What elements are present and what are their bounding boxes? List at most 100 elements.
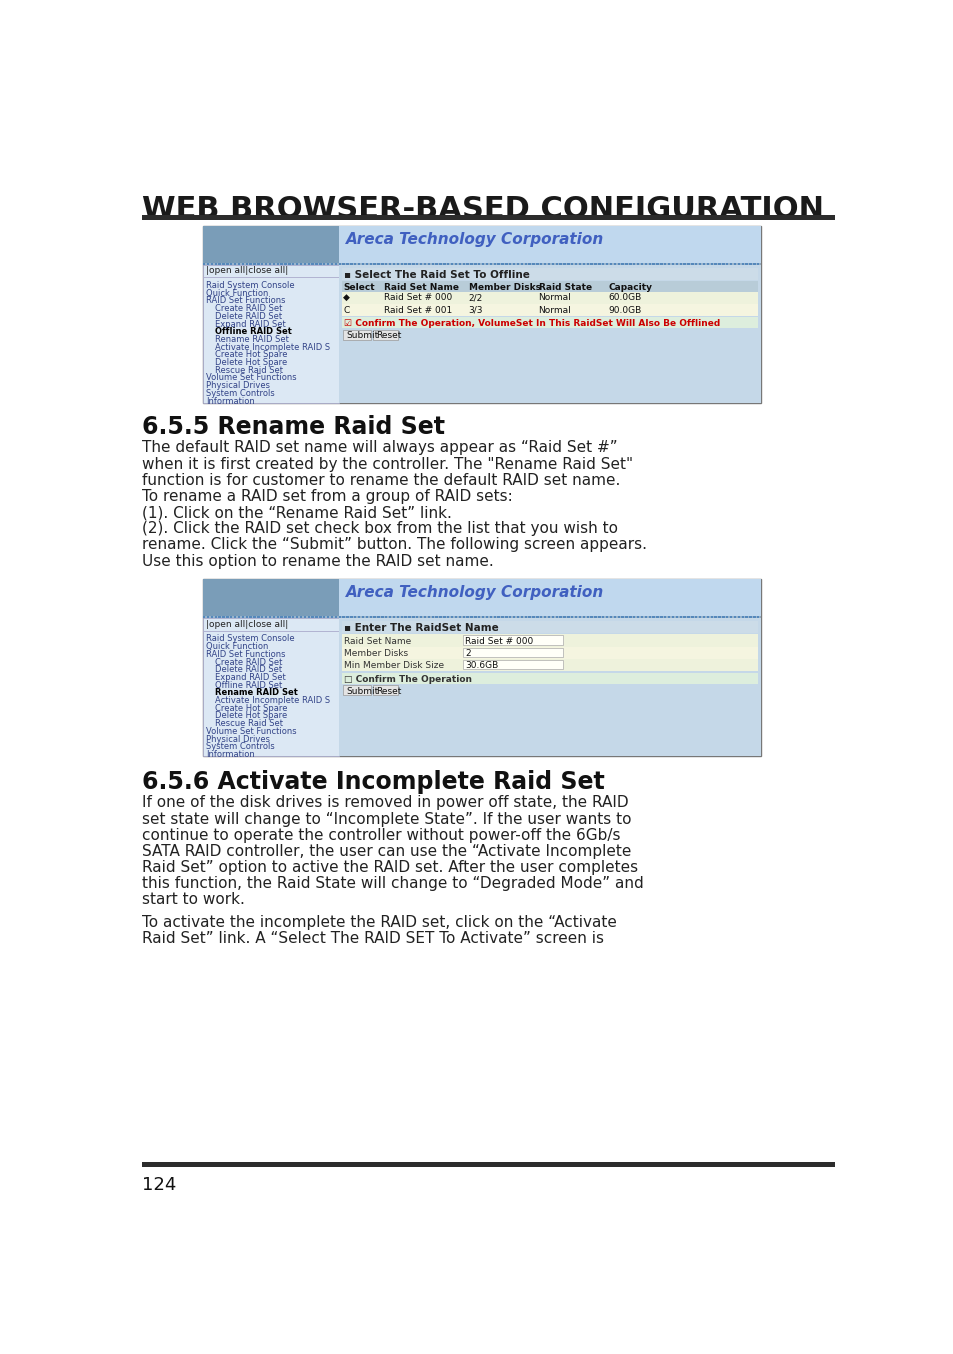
Bar [737,616,740,619]
Text: Raid Set Name: Raid Set Name [344,636,411,646]
Bar [699,263,700,265]
Bar [617,616,619,619]
Bar [474,263,476,265]
Bar [346,616,348,619]
Bar [640,263,642,265]
Bar [733,616,736,619]
Text: Volume Set Functions: Volume Set Functions [206,727,296,735]
Bar [567,263,569,265]
Text: (1). Click on the “Rename Raid Set” link.: (1). Click on the “Rename Raid Set” link… [142,505,452,520]
Bar [656,263,658,265]
Text: Physical Drives: Physical Drives [206,735,270,743]
Text: Reset: Reset [376,686,401,696]
Bar [648,616,650,619]
Bar [439,616,441,619]
Bar [691,616,693,619]
Bar [629,616,631,619]
Bar [710,263,712,265]
Bar [714,263,716,265]
Text: continue to operate the controller without power-off the 6Gb/s: continue to operate the controller witho… [142,827,620,842]
Bar [341,673,757,684]
Text: Raid Set # 001: Raid Set # 001 [383,306,452,314]
Bar [357,263,360,265]
Bar [341,305,757,317]
Bar [605,263,608,265]
Bar [211,616,213,619]
Text: 30.6GB: 30.6GB [464,662,497,670]
Bar [408,263,410,265]
Bar [427,616,430,619]
Bar [416,616,418,619]
Bar [142,1162,835,1167]
Bar [331,616,333,619]
Bar [571,616,573,619]
Text: System Controls: System Controls [206,389,274,398]
Bar [543,616,546,619]
Bar [323,616,325,619]
Bar [207,616,209,619]
Bar [586,263,588,265]
Bar [396,263,398,265]
Bar [679,616,681,619]
Bar [740,263,743,265]
Bar [319,616,321,619]
Text: 90.0GB: 90.0GB [608,306,640,314]
Text: Reset: Reset [376,332,401,340]
Bar [315,263,317,265]
Bar [706,616,708,619]
Bar [276,263,278,265]
Bar [303,263,306,265]
Bar [350,263,353,265]
Bar [431,263,434,265]
Bar [381,616,383,619]
Text: If one of the disk drives is removed in power off state, the RAID: If one of the disk drives is removed in … [142,795,628,811]
Bar [659,616,661,619]
Bar [261,263,263,265]
Bar [485,616,488,619]
Bar [142,215,835,221]
Bar [524,263,526,265]
Bar [571,263,573,265]
Bar [295,263,298,265]
Text: 6.5.5 Rename Raid Set: 6.5.5 Rename Raid Set [142,416,445,439]
Bar [373,685,397,696]
Bar [640,616,642,619]
Bar [667,616,670,619]
Bar [524,616,526,619]
Bar [288,263,291,265]
Bar [624,263,627,265]
Text: 2: 2 [464,649,470,658]
Text: Create RAID Set: Create RAID Set [215,658,282,666]
Bar [489,616,492,619]
Bar [218,263,220,265]
Bar [702,616,704,619]
Bar [203,263,205,265]
Bar [517,263,518,265]
Bar [361,616,364,619]
Text: Delete RAID Set: Delete RAID Set [215,311,282,321]
Bar [214,616,216,619]
Text: Create RAID Set: Create RAID Set [215,305,282,313]
Text: Normal: Normal [537,306,571,314]
Text: Quick Function: Quick Function [206,288,268,298]
Bar [257,263,259,265]
Bar [404,616,406,619]
Bar [558,616,561,619]
Bar [455,616,456,619]
Bar [230,616,233,619]
Bar [203,580,760,756]
Bar [203,580,338,616]
Bar [493,263,496,265]
Text: Expand RAID Set: Expand RAID Set [215,320,286,329]
Bar [203,619,338,631]
Bar [729,263,732,265]
Text: Raid Set” option to active the RAID set. After the user completes: Raid Set” option to active the RAID set.… [142,860,638,875]
Bar [539,616,542,619]
Bar [265,263,267,265]
Text: Information: Information [206,750,254,760]
Text: ◆: ◆ [343,294,350,302]
Bar [292,263,294,265]
Bar [341,282,757,292]
Bar [276,616,278,619]
Bar [551,616,554,619]
